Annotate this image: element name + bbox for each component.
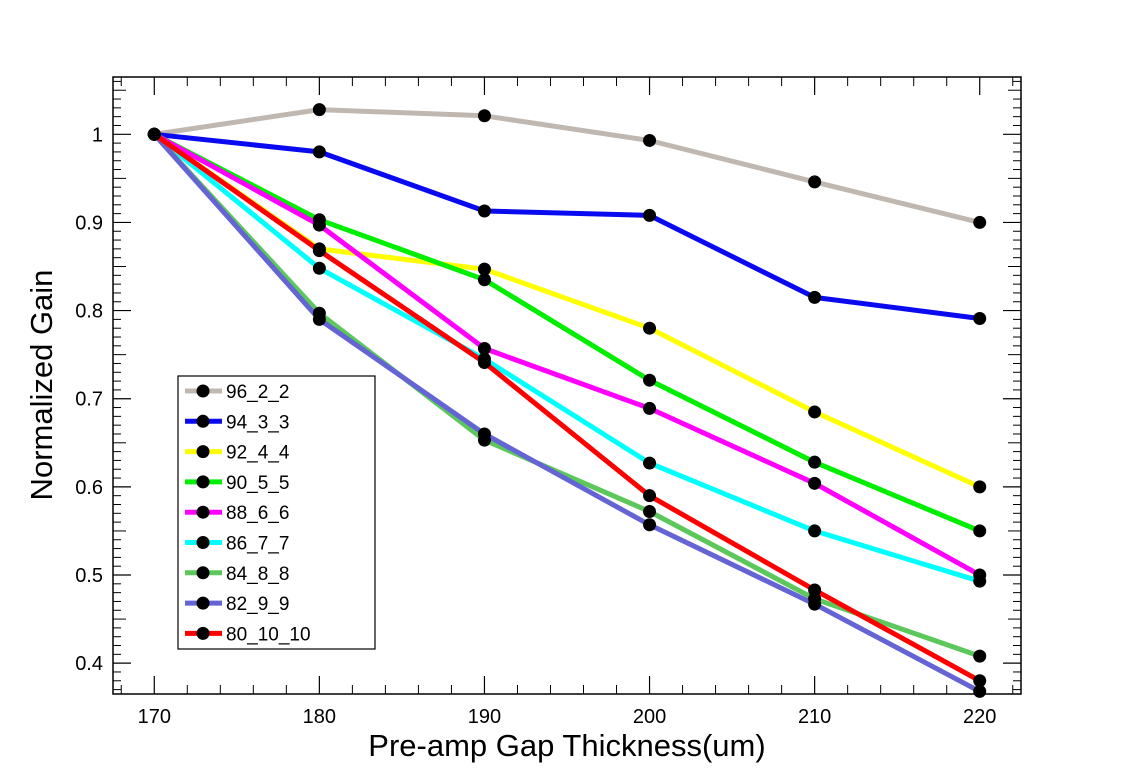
data-point-86_7_7 [808,524,822,538]
series-line-82_9_9 [151,131,983,694]
data-point-82_9_9 [808,597,822,611]
data-point-92_4_4 [477,262,491,276]
data-point-96_2_2 [808,175,822,189]
y-tick-label: 0.6 [75,477,103,499]
data-point-96_2_2 [643,133,657,147]
legend-label-86_7_7: 86_7_7 [226,534,289,555]
legend-label-90_5_5: 90_5_5 [226,473,289,494]
data-point-92_4_4 [643,321,657,335]
data-point-88_6_6 [643,401,657,415]
y-tick-label: 0.5 [75,565,103,587]
y-axis-ticks: 0.4 0.5 0.6 0.7 0.8 0.9 1 [75,80,1021,691]
legend-marker-82_9_9 [196,596,210,610]
x-tick-label: 210 [798,706,831,728]
data-point-80_10_10 [147,127,161,141]
data-point-96_2_2 [973,215,987,229]
data-point-92_4_4 [808,405,822,419]
data-point-86_7_7 [643,456,657,470]
data-point-86_7_7 [312,261,326,275]
data-point-86_7_7 [973,574,987,588]
legend-label-88_6_6: 88_6_6 [226,503,289,524]
series-points [147,103,987,698]
data-point-88_6_6 [808,476,822,490]
series-line-90_5_5 [151,131,983,534]
y-tick-label: 0.7 [75,389,103,411]
legend: 96_2_2 94_3_3 92_4_4 90_5_5 88_6_6 86_7_7 84_8… [177,375,376,650]
y-axis-title: Normalized Gain [24,270,59,501]
series-lines [151,107,983,694]
data-point-82_9_9 [643,518,657,532]
legend-marker-84_8_8 [196,566,210,580]
x-tick-label: 220 [963,706,996,728]
legend-marker-88_6_6 [196,505,210,519]
series-line-88_6_6 [151,131,983,578]
data-point-88_6_6 [312,218,326,232]
legend-marker-86_7_7 [196,536,210,549]
series-line-86_7_7 [151,131,983,584]
data-point-94_3_3 [808,290,822,304]
data-point-92_4_4 [973,480,987,494]
y-tick-label: 0.9 [75,212,103,234]
legend-marker-94_3_3 [196,414,210,428]
data-point-80_10_10 [312,244,326,258]
data-point-84_8_8 [973,649,987,663]
legend-label-82_9_9: 82_9_9 [226,594,289,615]
legend-label-80_10_10: 80_10_10 [226,624,311,645]
data-point-94_3_3 [643,208,657,222]
legend-marker-92_4_4 [196,445,210,459]
series-line-96_2_2 [151,107,983,225]
legend-marker-80_10_10 [196,626,210,640]
data-point-82_9_9 [973,684,987,698]
x-tick-label: 170 [138,706,171,728]
data-point-90_5_5 [973,524,987,538]
legend-marker-90_5_5 [196,475,210,489]
data-point-94_3_3 [477,204,491,218]
y-tick-label: 0.8 [75,301,103,323]
data-point-80_10_10 [643,489,657,503]
x-tick-label: 180 [303,706,336,728]
data-point-84_8_8 [643,505,657,519]
series-line-84_8_8 [151,131,983,659]
legend-marker-96_2_2 [196,384,210,398]
data-point-80_10_10 [808,583,822,597]
data-point-80_10_10 [973,674,987,688]
x-tick-label: 200 [633,706,666,728]
legend-label-96_2_2: 96_2_2 [226,382,289,403]
data-point-90_5_5 [643,373,657,387]
series-line-80_10_10 [151,131,983,684]
data-point-90_5_5 [477,273,491,287]
data-point-82_9_9 [312,312,326,326]
data-point-94_3_3 [973,312,987,326]
y-tick-label: 1 [92,124,103,146]
legend-label-92_4_4: 92_4_4 [226,443,290,464]
data-point-90_5_5 [808,455,822,469]
x-tick-label: 190 [468,706,501,728]
series-line-94_3_3 [151,131,983,321]
y-tick-label: 0.4 [75,653,103,675]
plot-frame [112,76,1022,695]
legend-label-84_8_8: 84_8_8 [226,564,289,585]
data-point-96_2_2 [477,109,491,123]
data-point-96_2_2 [312,103,326,117]
data-point-94_3_3 [312,145,326,159]
legend-label-94_3_3: 94_3_3 [226,412,289,433]
data-point-88_6_6 [477,341,491,355]
data-point-82_9_9 [477,427,491,441]
x-axis-title: Pre-amp Gap Thickness(um) [368,728,765,763]
x-axis-ticks: 170 180 190 200 210 220 [120,77,1014,728]
data-point-80_10_10 [477,356,491,370]
